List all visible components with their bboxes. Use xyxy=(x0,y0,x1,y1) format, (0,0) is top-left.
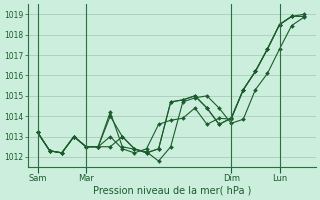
X-axis label: Pression niveau de la mer( hPa ): Pression niveau de la mer( hPa ) xyxy=(92,186,251,196)
